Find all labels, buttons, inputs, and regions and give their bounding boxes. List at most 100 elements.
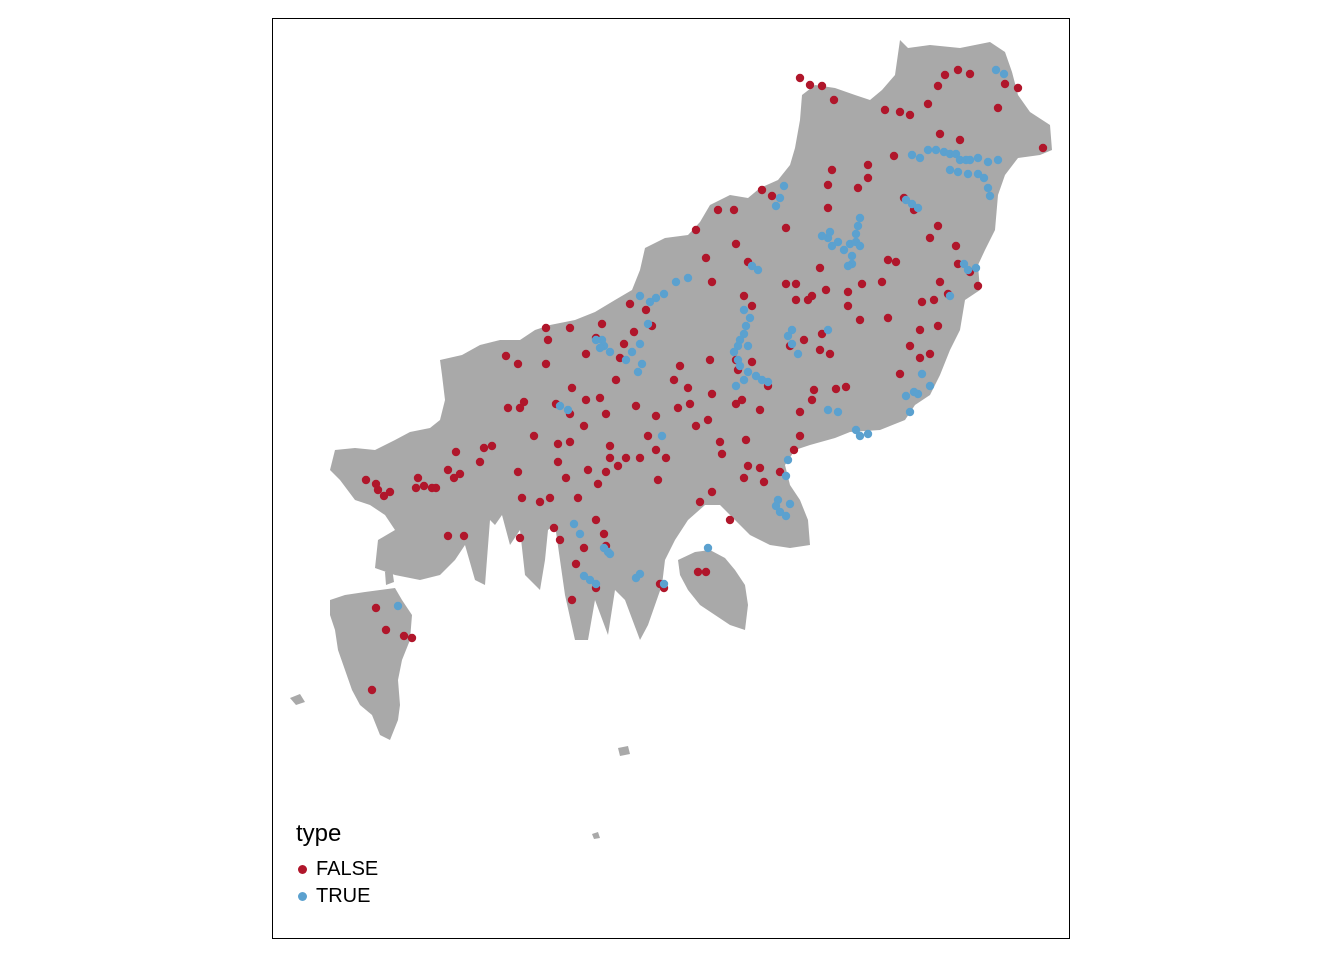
point-false [529, 431, 539, 441]
point-true [985, 191, 995, 201]
point-false [581, 395, 591, 405]
point-false [549, 523, 559, 533]
point-false [361, 475, 371, 485]
point-false [695, 497, 705, 507]
point-true [575, 529, 585, 539]
point-true [569, 519, 579, 529]
point-false [935, 129, 945, 139]
legend-item-true: TRUE [296, 883, 378, 910]
point-true [915, 153, 925, 163]
point-false [791, 295, 801, 305]
point-false [915, 353, 925, 363]
point-true [973, 169, 983, 179]
point-true [747, 261, 757, 271]
point-false [953, 65, 963, 75]
point-true [847, 251, 857, 261]
point-true [843, 261, 853, 271]
point-false [515, 403, 525, 413]
point-true [839, 245, 849, 255]
point-true [851, 229, 861, 239]
point-false [605, 441, 615, 451]
point-false [905, 341, 915, 351]
point-false [767, 191, 777, 201]
point-false [877, 277, 887, 287]
point-false [781, 279, 791, 289]
point-false [475, 457, 485, 467]
point-false [775, 467, 785, 477]
point-false [933, 81, 943, 91]
point-false [641, 305, 651, 315]
point-true [907, 150, 917, 160]
point-false [479, 443, 489, 453]
point-false [743, 461, 753, 471]
point-false [601, 467, 611, 477]
point-false [747, 357, 757, 367]
point-false [653, 475, 663, 485]
point-true [979, 173, 989, 183]
landmass-islet [592, 832, 600, 839]
point-false [399, 631, 409, 641]
legend-label-false: FALSE [316, 858, 379, 880]
point-false [815, 345, 825, 355]
point-false [583, 465, 593, 475]
point-true [913, 203, 923, 213]
point-true [739, 305, 749, 315]
point-false [853, 183, 863, 193]
point-false [883, 255, 893, 265]
point-true [743, 367, 753, 377]
point-true [635, 569, 645, 579]
point-true [733, 341, 743, 351]
point-false [789, 445, 799, 455]
point-false [367, 685, 377, 695]
legend-swatch-false [298, 865, 307, 874]
point-false [821, 285, 831, 295]
point-false [573, 493, 583, 503]
point-false [895, 107, 905, 117]
point-false [855, 315, 865, 325]
point-true [901, 195, 911, 205]
point-false [599, 529, 609, 539]
point-false [561, 473, 571, 483]
point-true [605, 549, 615, 559]
point-false [675, 361, 685, 371]
point-false [917, 297, 927, 307]
point-true [833, 407, 843, 417]
legend-item-false: FALSE [296, 856, 378, 883]
point-false [863, 173, 873, 183]
point-true [963, 265, 973, 275]
land-layer [290, 40, 1052, 839]
point-false [643, 431, 653, 441]
point-false [1013, 83, 1023, 93]
point-false [933, 221, 943, 231]
point-true [855, 213, 865, 223]
point-false [905, 110, 915, 120]
point-false [781, 223, 791, 233]
point-false [715, 437, 725, 447]
point-true [823, 405, 833, 415]
point-false [693, 567, 703, 577]
point-true [745, 313, 755, 323]
point-false [795, 407, 805, 417]
point-false [691, 421, 701, 431]
point-false [683, 383, 693, 393]
point-true [579, 571, 589, 581]
point-false [543, 335, 553, 345]
point-true [591, 579, 601, 589]
point-true [659, 579, 669, 589]
point-false [517, 493, 527, 503]
point-true [753, 265, 763, 275]
point-false [553, 439, 563, 449]
point-false [707, 277, 717, 287]
point-true [907, 199, 917, 209]
point-false [565, 437, 575, 447]
point-false [487, 441, 497, 451]
point-false [791, 279, 801, 289]
point-false [635, 453, 645, 463]
point-true [659, 289, 669, 299]
point-false [823, 180, 833, 190]
point-false [545, 493, 555, 503]
point-true [637, 359, 647, 369]
point-true [643, 319, 653, 329]
point-false [935, 277, 945, 287]
legend: type FALSE TRUE [296, 820, 378, 910]
